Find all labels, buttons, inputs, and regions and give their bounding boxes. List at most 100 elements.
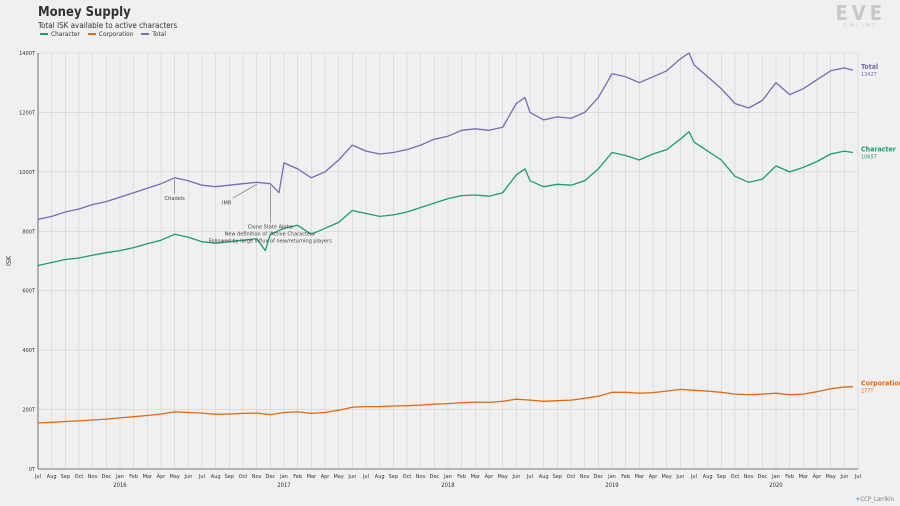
x-tick-label: Apr bbox=[321, 474, 331, 480]
axes: Jul Aug Sep Oct Nov Dec Jan Feb Mar Apr May Jun Jul A… bbox=[5, 51, 861, 489]
x-tick-label: Oct bbox=[731, 474, 740, 480]
x-tick-label: Jul bbox=[690, 474, 697, 480]
x-tick-label: Oct bbox=[403, 474, 412, 480]
x-tick-label: Jul bbox=[362, 474, 369, 480]
y-tick-label: 200T bbox=[22, 408, 36, 414]
x-tick-label: Feb bbox=[129, 474, 138, 480]
x-tick-label: May bbox=[825, 474, 835, 480]
legend-label-total: Total bbox=[152, 30, 166, 38]
x-tick-label: Apr bbox=[813, 474, 823, 480]
annotation-text-imr: IMR bbox=[222, 200, 232, 206]
x-tick-label: Jan bbox=[279, 474, 288, 480]
x-tick-label: Nov bbox=[580, 474, 590, 480]
x-tick-label: Feb bbox=[293, 474, 302, 480]
x-tick-label: Apr bbox=[485, 474, 495, 480]
x-tick-label: Feb bbox=[457, 474, 466, 480]
x-tick-label: Jun bbox=[347, 474, 356, 480]
x-tick-label: Dec bbox=[757, 474, 767, 480]
legend: Character Corporation Total bbox=[40, 30, 166, 38]
series-name-label-character: Character bbox=[861, 146, 897, 154]
series-name-label-total: Total bbox=[861, 63, 878, 71]
grid bbox=[37, 52, 859, 470]
series-line-total bbox=[37, 52, 854, 221]
x-tick-label: Nov bbox=[744, 474, 754, 480]
x-tick-label: Feb bbox=[785, 474, 794, 480]
x-tick-label: Dec bbox=[429, 474, 439, 480]
x-tick-label: Sep bbox=[225, 474, 235, 480]
legend-item-corporation[interactable]: Corporation bbox=[87, 30, 134, 38]
annotation-leader-imr bbox=[232, 183, 257, 199]
x-year-label: 2016 bbox=[113, 483, 126, 489]
x-year-label: 2019 bbox=[605, 483, 618, 489]
brand-sub-text: ONLINE bbox=[843, 23, 879, 29]
x-year-label: 2020 bbox=[769, 483, 782, 489]
x-tick-label: Mar bbox=[471, 474, 481, 480]
x-year-label: 2017 bbox=[277, 483, 290, 489]
x-tick-label: Jun bbox=[839, 474, 848, 480]
series-value-label-corporation: 277T bbox=[861, 389, 874, 395]
x-tick-label: Sep bbox=[61, 474, 71, 480]
x-tick-label: May bbox=[497, 474, 507, 480]
eve-online-logo: EVE ONLINE bbox=[835, 3, 886, 29]
brand-main-text: EVE bbox=[835, 1, 886, 25]
y-tick-label: 400T bbox=[22, 348, 36, 354]
x-tick-label: Nov bbox=[252, 474, 262, 480]
annotation-text-clone: Followed by large influx of new/returnin… bbox=[209, 239, 332, 245]
legend-swatch-corporation bbox=[87, 33, 96, 35]
x-tick-label: Nov bbox=[416, 474, 426, 480]
x-tick-label: Jan bbox=[607, 474, 616, 480]
annotation-text-clone: New definition of 'Active Characters' bbox=[224, 232, 316, 238]
legend-swatch-total bbox=[141, 33, 150, 35]
series-value-label-character: 1065T bbox=[861, 155, 878, 161]
x-tick-label: Mar bbox=[799, 474, 809, 480]
x-tick-label: Jul bbox=[34, 474, 41, 480]
legend-swatch-character bbox=[40, 33, 48, 35]
x-tick-label: Aug bbox=[211, 474, 221, 480]
y-tick-label: 800T bbox=[22, 229, 36, 235]
y-axis-label: ISK bbox=[5, 255, 13, 266]
x-tick-label: Sep bbox=[717, 474, 727, 480]
x-tick-label: Sep bbox=[553, 474, 563, 480]
legend-item-character[interactable]: Character bbox=[40, 30, 80, 38]
x-tick-label: Nov bbox=[88, 474, 98, 480]
x-tick-label: Oct bbox=[75, 474, 84, 480]
x-tick-label: May bbox=[661, 474, 671, 480]
legend-label-character: Character bbox=[51, 30, 80, 38]
author-credit: ✦CCP_Larrikin bbox=[856, 496, 894, 503]
x-tick-label: May bbox=[169, 474, 179, 480]
x-tick-label: May bbox=[333, 474, 343, 480]
series-value-label-total: 1342T bbox=[861, 72, 878, 78]
x-tick-label: Jun bbox=[511, 474, 520, 480]
y-tick-label: 1200T bbox=[19, 110, 36, 116]
x-tick-label: Dec bbox=[101, 474, 111, 480]
x-tick-label: Aug bbox=[47, 474, 57, 480]
x-tick-label: Dec bbox=[593, 474, 603, 480]
y-tick-label: 1400T bbox=[19, 51, 36, 57]
y-tick-label: 1000T bbox=[19, 170, 36, 176]
x-tick-label: Feb bbox=[621, 474, 630, 480]
x-tick-label: Apr bbox=[649, 474, 659, 480]
x-tick-label: Oct bbox=[239, 474, 248, 480]
x-tick-label: Jul bbox=[526, 474, 533, 480]
x-tick-label: Mar bbox=[307, 474, 317, 480]
x-tick-label: Jan bbox=[443, 474, 452, 480]
x-tick-label: Jun bbox=[675, 474, 684, 480]
x-tick-label: Jul bbox=[198, 474, 205, 480]
annotation-text-citadels: Citadels bbox=[165, 196, 186, 202]
twitter-icon: ✦ bbox=[855, 496, 861, 503]
series-line-corporation bbox=[37, 386, 854, 424]
series-line-character bbox=[37, 131, 854, 267]
y-tick-label: 0T bbox=[29, 467, 36, 473]
x-tick-label: Oct bbox=[567, 474, 576, 480]
legend-item-total[interactable]: Total bbox=[141, 30, 166, 38]
x-tick-label: Mar bbox=[143, 474, 153, 480]
x-tick-label: Jan bbox=[771, 474, 780, 480]
x-tick-label: Jun bbox=[183, 474, 192, 480]
x-tick-label: Mar bbox=[635, 474, 645, 480]
chart-title: Money Supply bbox=[38, 5, 131, 20]
x-tick-label: Jul bbox=[854, 474, 861, 480]
legend-label-corporation: Corporation bbox=[98, 30, 134, 38]
x-tick-label: Dec bbox=[265, 474, 275, 480]
